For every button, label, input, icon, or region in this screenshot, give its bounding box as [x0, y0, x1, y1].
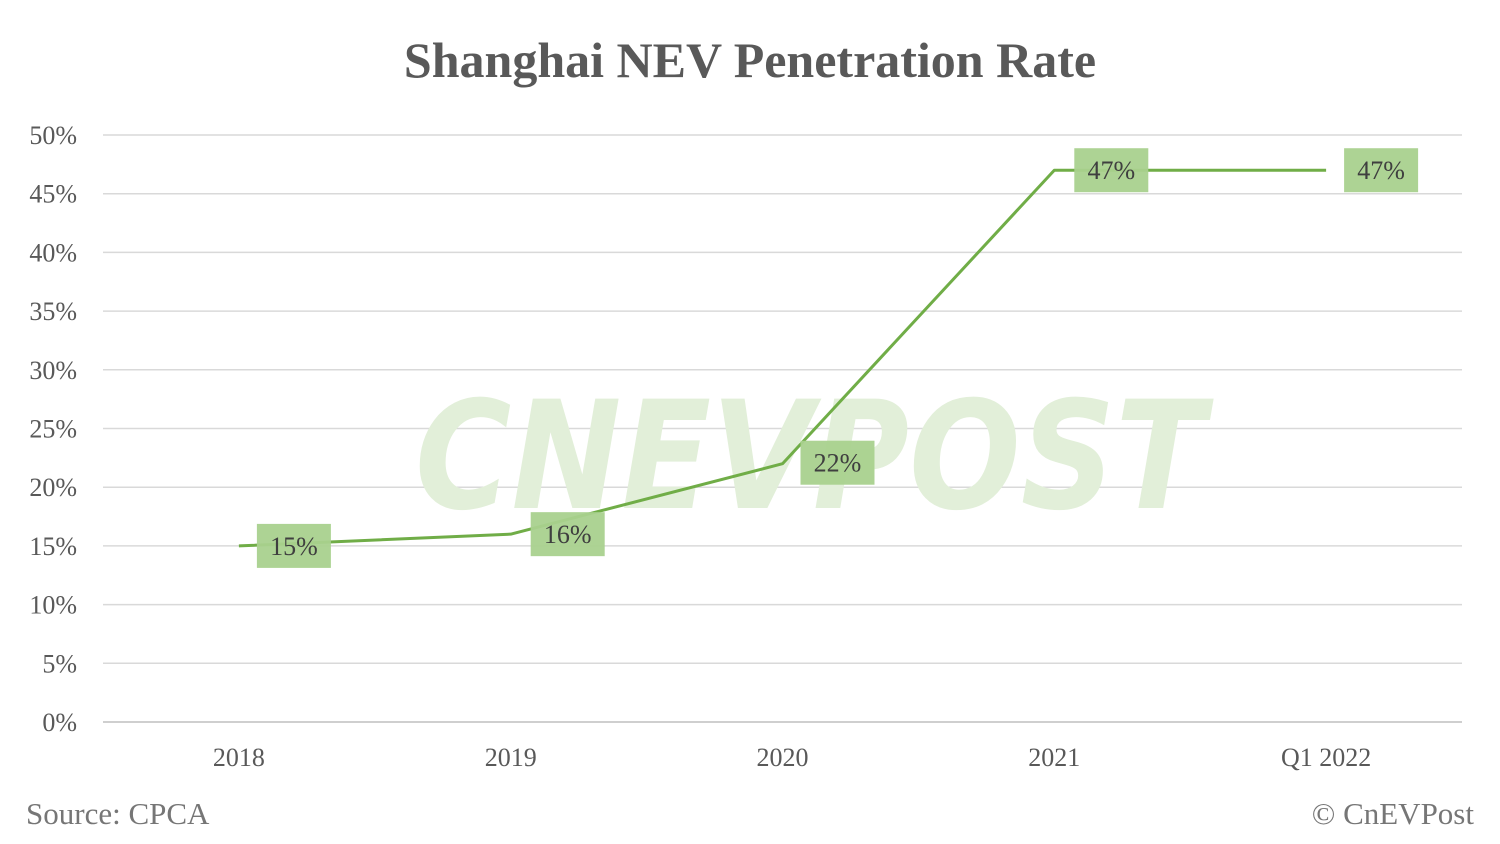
data-label-text: 47% [1087, 156, 1135, 185]
data-label-box [256, 523, 331, 568]
data-label-box [800, 440, 875, 485]
y-tick-label: 25% [29, 415, 77, 444]
x-tick-label: Q1 2022 [1281, 743, 1371, 772]
x-tick-label: 2019 [485, 743, 537, 772]
data-label: 47% [1074, 148, 1149, 193]
copyright-note: © CnEVPost [1311, 796, 1474, 831]
y-axis-ticks: 0% 5% 10% 15% 20% 25% 30% 35% 40% 45% 50% [29, 121, 77, 737]
y-tick-label: 0% [42, 708, 77, 737]
y-tick-label: 15% [29, 532, 77, 561]
data-label: 16% [530, 512, 605, 557]
data-label-box [1344, 148, 1419, 193]
data-label: 22% [800, 440, 875, 485]
data-label-text: 16% [544, 520, 592, 549]
x-axis-ticks: 2018 2019 2020 2021 Q1 2022 [213, 743, 1371, 772]
y-tick-label: 20% [29, 473, 77, 502]
data-label-text: 22% [814, 449, 862, 478]
x-tick-label: 2020 [757, 743, 809, 772]
data-label-text: 47% [1357, 156, 1405, 185]
y-tick-label: 40% [29, 238, 77, 267]
data-label: 15% [256, 523, 331, 568]
data-label-text: 15% [270, 532, 318, 561]
data-label-box [530, 512, 605, 557]
data-label: 47% [1344, 148, 1419, 193]
y-tick-label: 10% [29, 591, 77, 620]
y-tick-label: 35% [29, 297, 77, 326]
y-tick-label: 45% [29, 180, 77, 209]
y-tick-label: 30% [29, 356, 77, 385]
chart-title: Shanghai NEV Penetration Rate [403, 32, 1097, 88]
y-tick-label: 5% [42, 649, 77, 678]
source-note: Source: CPCA [26, 796, 210, 831]
x-tick-label: 2021 [1028, 743, 1080, 772]
gridlines [103, 134, 1462, 723]
data-label-box [1074, 148, 1149, 193]
y-tick-label: 50% [29, 121, 77, 150]
x-tick-label: 2018 [213, 743, 265, 772]
data-labels: 15% 16% 22% 47% 47% [256, 148, 1419, 568]
